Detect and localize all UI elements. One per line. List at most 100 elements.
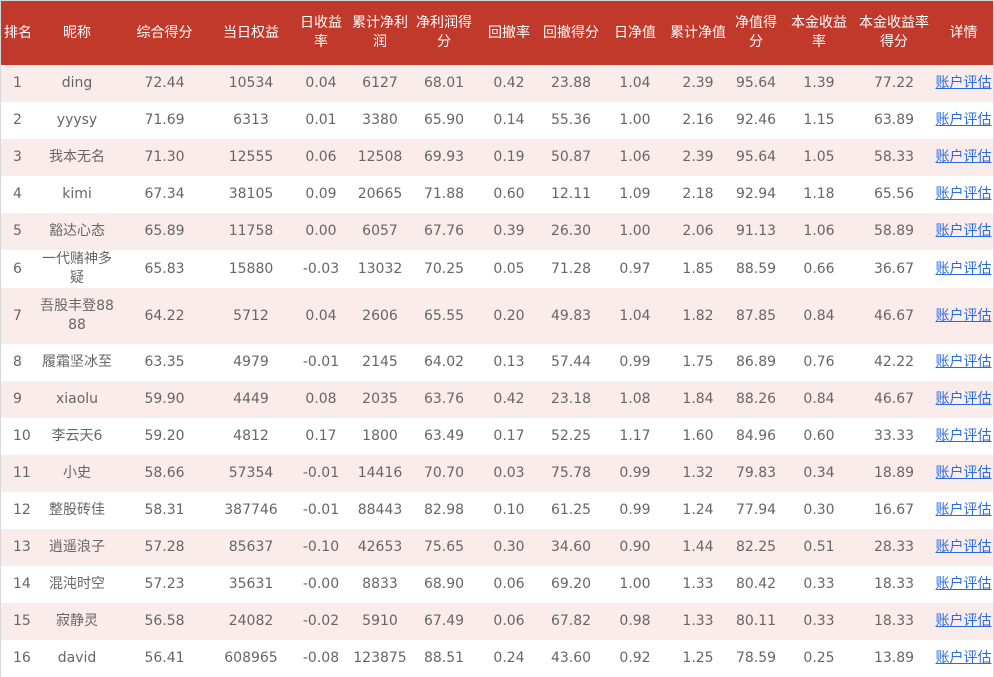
principal-return-cell: 0.34	[803, 465, 835, 481]
principal-return-cell: 1.06	[803, 223, 835, 239]
header-cum-nav: 累计净值	[670, 24, 726, 41]
drawdown-score-cell: 67.82	[550, 613, 592, 629]
drawdown-cell: 0.42	[493, 391, 525, 407]
daily-nav-cell: 1.08	[619, 391, 651, 407]
overall-score-cell: 59.20	[144, 428, 185, 444]
drawdown-cell: 0.13	[493, 354, 525, 370]
daily-return-cell: -0.03	[302, 260, 340, 277]
header-daily-equity: 当日权益	[223, 24, 279, 41]
nav-score-cell: 91.13	[735, 223, 777, 239]
nav-score-cell: 86.89	[735, 354, 777, 370]
account-evaluation-link[interactable]: 账户评估	[935, 307, 992, 324]
nav-score-cell: 77.94	[735, 502, 777, 518]
drawdown-score-cell: 71.28	[550, 260, 592, 277]
profit-score-cell: 75.65	[423, 539, 465, 555]
rank-cell: 6	[13, 260, 22, 277]
profit-score-cell: 65.90	[423, 112, 465, 128]
account-evaluation-link[interactable]: 账户评估	[935, 539, 992, 555]
account-evaluation-link[interactable]: 账户评估	[935, 75, 992, 91]
nickname-cell: 履霜坚冰至	[42, 354, 112, 370]
drawdown-score-cell: 49.83	[550, 307, 592, 324]
daily-equity-cell: 4449	[233, 391, 269, 407]
table-row: 16 david 56.41 608965 -0.08 123875 88.51 0.24 43…	[1, 640, 993, 677]
nickname-cell: 我本无名	[49, 149, 105, 165]
daily-equity-cell: 387746	[224, 502, 278, 518]
cum-nav-cell: 1.82	[682, 307, 714, 324]
header-rank: 排名	[4, 24, 32, 41]
account-evaluation-link[interactable]: 账户评估	[935, 465, 992, 481]
account-evaluation-link[interactable]: 账户评估	[935, 613, 992, 629]
header-detail: 详情	[949, 24, 978, 41]
principal-return-cell: 0.84	[803, 391, 835, 407]
rank-cell: 14	[13, 576, 31, 592]
detail-cell: 账户评估	[934, 344, 993, 381]
account-evaluation-link[interactable]: 账户评估	[935, 149, 992, 165]
account-evaluation-link[interactable]: 账户评估	[935, 260, 992, 277]
table-row: 14 混沌时空 57.23 35631 -0.00 8833 68.90 0.06 69.20 1…	[1, 566, 993, 603]
nickname-cell: yyysy	[56, 112, 98, 128]
principal-return-cell: 1.05	[803, 149, 835, 165]
overall-score-cell: 71.69	[144, 112, 185, 128]
rank-cell: 8	[13, 354, 22, 370]
profit-score-cell: 65.55	[423, 307, 465, 324]
daily-equity-cell: 4979	[233, 354, 269, 370]
cum-nav-cell: 1.32	[682, 465, 714, 481]
table-row: 4 kimi 67.34 38105 0.09 20665 71.88 0.60 12.11 1.…	[1, 176, 993, 213]
rank-cell: 10	[13, 428, 31, 444]
cum-nav-cell: 1.33	[682, 613, 714, 629]
drawdown-score-cell: 34.60	[550, 539, 592, 555]
table-row: 3 我本无名 71.30 12555 0.06 12508 69.93 0.19 50.87 1.…	[1, 139, 993, 176]
daily-nav-cell: 1.00	[619, 112, 651, 128]
cum-profit-cell: 5910	[362, 613, 398, 629]
daily-return-cell: -0.08	[302, 650, 340, 666]
table-row: 7 吾股丰登8888 64.22 5712 0.04 2606 65.55 0.20 49.83…	[1, 288, 993, 344]
cum-profit-cell: 123875	[353, 650, 407, 666]
daily-return-cell: 0.00	[305, 223, 337, 239]
header-drawdown-score: 回撤得分	[543, 24, 599, 41]
rank-cell: 3	[13, 149, 22, 165]
account-evaluation-link[interactable]: 账户评估	[935, 502, 992, 518]
detail-cell: 账户评估	[934, 418, 993, 455]
account-evaluation-link[interactable]: 账户评估	[935, 354, 992, 370]
profit-score-cell: 69.93	[423, 149, 465, 165]
overall-score-cell: 65.83	[144, 260, 185, 277]
header-nickname: 昵称	[63, 24, 91, 41]
principal-return-cell: 0.66	[803, 260, 835, 277]
detail-cell: 账户评估	[934, 603, 993, 640]
daily-equity-cell: 608965	[224, 650, 278, 666]
detail-cell: 账户评估	[934, 139, 993, 176]
profit-score-cell: 68.90	[423, 576, 465, 592]
drawdown-score-cell: 55.36	[550, 112, 592, 128]
account-evaluation-link[interactable]: 账户评估	[935, 576, 992, 592]
rank-cell: 12	[13, 502, 31, 518]
rank-cell: 1	[13, 75, 22, 91]
principal-score-cell: 18.33	[873, 613, 915, 629]
daily-equity-cell: 57354	[228, 465, 274, 481]
cum-profit-cell: 14416	[357, 465, 403, 481]
daily-equity-cell: 15880	[228, 260, 274, 277]
nickname-cell: 整股砖佳	[49, 502, 105, 518]
nav-score-cell: 79.83	[735, 465, 777, 481]
principal-return-cell: 1.18	[803, 186, 835, 202]
daily-equity-cell: 35631	[228, 576, 274, 592]
detail-cell: 账户评估	[934, 566, 993, 603]
table-body: 1 ding 72.44 10534 0.04 6127 68.01 0.42 23.88 1.0…	[1, 65, 993, 677]
account-evaluation-link[interactable]: 账户评估	[935, 650, 992, 666]
account-evaluation-link[interactable]: 账户评估	[935, 223, 992, 239]
daily-nav-cell: 0.92	[619, 650, 651, 666]
account-evaluation-link[interactable]: 账户评估	[935, 391, 992, 407]
cum-nav-cell: 1.85	[682, 260, 714, 277]
profit-score-cell: 63.49	[423, 428, 465, 444]
rank-cell: 13	[13, 539, 31, 555]
cum-nav-cell: 1.25	[682, 650, 714, 666]
account-evaluation-link[interactable]: 账户评估	[935, 186, 992, 202]
drawdown-score-cell: 43.60	[550, 650, 592, 666]
account-evaluation-link[interactable]: 账户评估	[935, 428, 992, 444]
principal-return-cell: 0.30	[803, 502, 835, 518]
account-evaluation-link[interactable]: 账户评估	[935, 112, 992, 128]
cum-profit-cell: 2035	[362, 391, 398, 407]
cum-profit-cell: 13032	[357, 260, 403, 277]
drawdown-cell: 0.14	[493, 112, 525, 128]
principal-score-cell: 46.67	[873, 391, 915, 407]
